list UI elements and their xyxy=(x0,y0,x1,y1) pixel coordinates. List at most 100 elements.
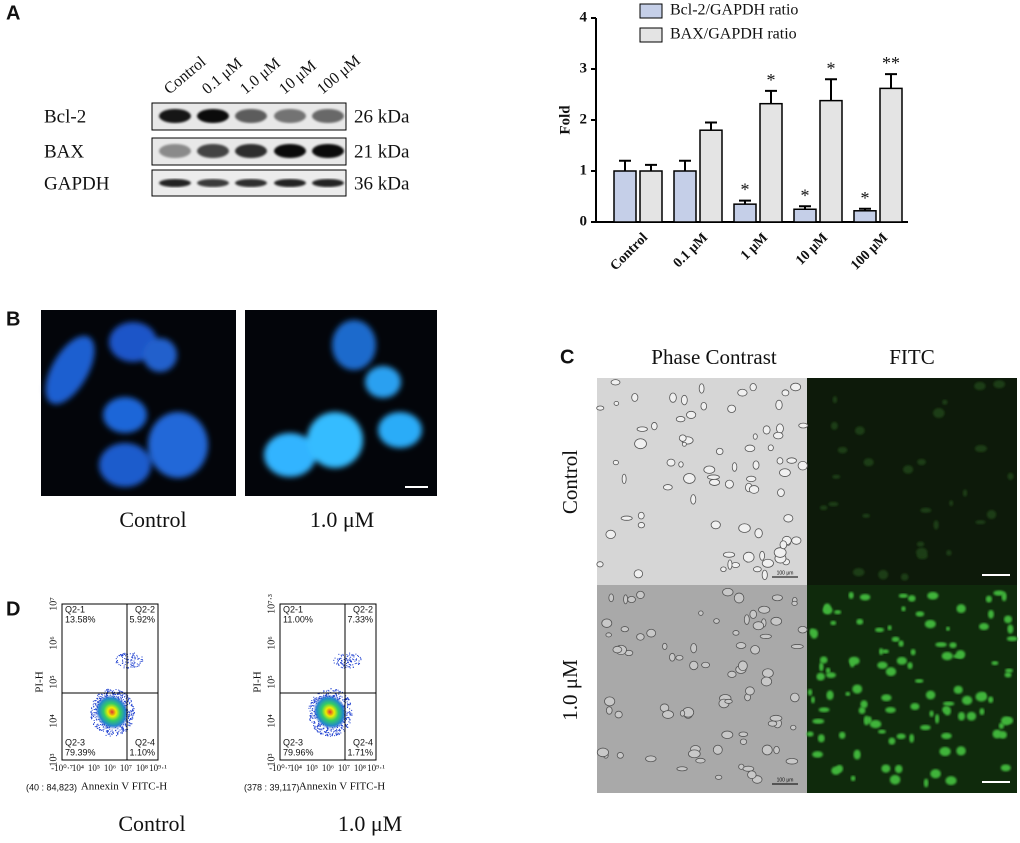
event-dot xyxy=(134,658,136,660)
y-tick-label: 10⁶ xyxy=(48,636,59,650)
panel-label: D xyxy=(6,598,20,620)
event-dot xyxy=(314,728,316,730)
event-dot xyxy=(310,716,312,718)
event-dot xyxy=(347,666,349,668)
fluorescent-cell xyxy=(949,642,957,649)
event-dot xyxy=(342,663,344,665)
x-tick-label: 1 μM xyxy=(738,230,771,263)
event-dot xyxy=(131,713,133,715)
cell xyxy=(605,632,612,638)
event-dot xyxy=(322,727,324,729)
event-dot xyxy=(335,690,337,692)
event-dot xyxy=(120,697,122,699)
event-dot xyxy=(349,659,351,661)
event-dot xyxy=(134,656,136,658)
event-dot xyxy=(311,702,313,704)
event-dot xyxy=(355,659,357,661)
cell xyxy=(738,731,749,737)
event-dot xyxy=(321,729,323,731)
event-dot xyxy=(335,734,337,736)
event-dot xyxy=(121,727,123,729)
fluorescent-cell xyxy=(1006,636,1018,642)
x-tick-label: 100 μM xyxy=(848,230,891,273)
event-dot xyxy=(133,660,135,662)
event-dot xyxy=(311,717,313,719)
event-dot xyxy=(116,694,118,696)
event-dot xyxy=(345,702,347,704)
event-dot xyxy=(325,734,327,736)
error-bar xyxy=(645,163,657,171)
cell xyxy=(709,478,720,486)
event-dot xyxy=(131,709,133,711)
event-dot xyxy=(116,731,118,733)
event-dot xyxy=(341,727,343,729)
event-dot xyxy=(94,726,96,728)
event-dot xyxy=(129,724,131,726)
event-dot xyxy=(124,658,126,660)
quadrant-percent: 79.39% xyxy=(65,747,96,757)
event-dot xyxy=(140,659,142,661)
event-dot xyxy=(117,662,119,664)
event-dot xyxy=(336,695,338,697)
condition-label: 1.0 μM xyxy=(310,507,374,532)
event-dot xyxy=(337,734,339,736)
event-dot xyxy=(354,660,356,662)
quadrant-percent: 13.58% xyxy=(65,614,96,624)
event-dot xyxy=(132,712,134,714)
event-dot xyxy=(337,660,339,662)
event-dot xyxy=(124,700,126,702)
fluorescent-cell xyxy=(816,672,825,681)
event-dot xyxy=(352,658,354,660)
cell xyxy=(724,698,733,704)
event-dot xyxy=(141,658,143,660)
cell xyxy=(749,383,757,392)
event-dot xyxy=(107,730,109,732)
y-tick-label: 10⁴ xyxy=(48,714,59,728)
event-dot xyxy=(311,721,313,723)
event-dot xyxy=(107,689,109,691)
cell xyxy=(724,479,734,489)
fluorescent-cell xyxy=(910,702,920,710)
event-dot xyxy=(96,698,98,700)
event-dot xyxy=(357,654,359,656)
event-dot xyxy=(119,691,121,693)
fluorescent-cell xyxy=(907,595,916,602)
event-dot xyxy=(349,713,351,715)
event-dot xyxy=(132,715,134,717)
cell xyxy=(637,511,645,520)
event-dot xyxy=(121,691,123,693)
event-dot xyxy=(129,698,131,700)
event-dot xyxy=(138,657,140,659)
event-dot xyxy=(93,723,95,725)
event-dot xyxy=(315,728,317,730)
event-dot xyxy=(345,726,347,728)
fluorescent-cell xyxy=(945,626,950,631)
event-dot xyxy=(340,662,342,664)
event-dot xyxy=(105,734,107,736)
cell xyxy=(773,431,784,440)
event-dot xyxy=(95,699,97,701)
cell xyxy=(749,609,757,619)
event-dot xyxy=(326,729,328,731)
fluorescent-cell xyxy=(903,465,914,474)
event-dot xyxy=(118,664,120,666)
fluorescent-cell xyxy=(930,769,941,779)
event-dot xyxy=(131,659,133,661)
quadrant-percent: 1.10% xyxy=(129,747,155,757)
fluorescent-cell xyxy=(945,776,957,786)
quadrant-percent: 1.71% xyxy=(347,747,373,757)
event-dot xyxy=(112,732,114,734)
plot-frame xyxy=(61,603,159,761)
event-dot xyxy=(338,729,340,731)
event-dot xyxy=(102,730,104,732)
fluorescent-cell xyxy=(896,656,907,665)
bar xyxy=(613,170,637,223)
event-dot xyxy=(330,688,332,690)
event-dot xyxy=(333,730,335,732)
event-dot xyxy=(122,694,124,696)
cell xyxy=(646,628,657,638)
cell xyxy=(732,630,740,636)
lane-label: 0.1 μM xyxy=(199,55,246,98)
lane-label: 1.0 μM xyxy=(237,55,284,98)
size-label: 21 kDa xyxy=(354,141,410,162)
